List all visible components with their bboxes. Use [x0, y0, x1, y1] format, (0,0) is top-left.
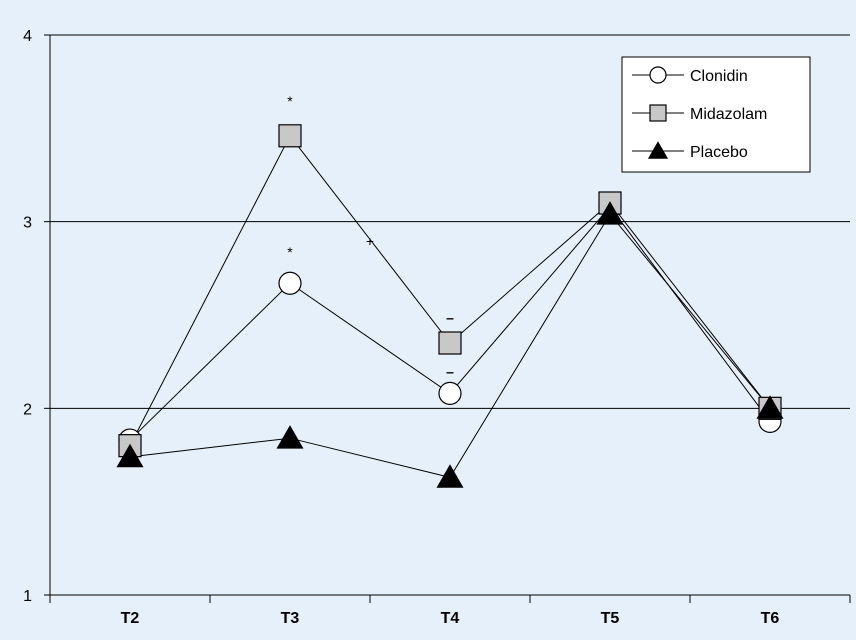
axes: 1 2 3 4 T2 T3 T4 T5 T6 [23, 28, 851, 627]
x-tick-label-t6: T6 [761, 610, 780, 627]
legend-marker-midazolam [649, 104, 667, 122]
y-tick-label: 4 [23, 28, 32, 45]
point-midazolam-t3 [278, 124, 302, 148]
annotation-mark: * [287, 244, 293, 260]
annotation-mark: – [446, 309, 454, 325]
point-placebo-t4 [436, 464, 464, 488]
legend-label-placebo: Placebo [690, 144, 748, 161]
legend-marker-placebo [647, 141, 669, 159]
x-tick-label-t2: T2 [121, 610, 140, 627]
legend-label-clonidin: Clonidin [690, 68, 748, 85]
annotation-mark: – [446, 364, 454, 380]
annotations: * * + – – [287, 93, 454, 380]
point-placebo-t2 [116, 443, 144, 468]
annotation-mark: * [287, 93, 293, 109]
series-layer [116, 124, 784, 488]
legend: Clonidin Midazolam Placebo [621, 56, 811, 173]
legend-label-midazolam: Midazolam [690, 106, 767, 123]
point-clonidin-t4 [438, 381, 462, 405]
y-tick-label: 1 [23, 588, 32, 605]
legend-marker-clonidin [649, 66, 667, 84]
point-placebo-t6 [756, 395, 784, 419]
x-tick-label-t5: T5 [601, 610, 620, 627]
y-tick-label: 2 [23, 401, 32, 418]
point-placebo-t5 [596, 201, 624, 225]
x-tick-label-t4: T4 [441, 610, 460, 627]
point-midazolam-t4 [438, 331, 462, 355]
point-placebo-t3 [276, 425, 304, 449]
point-clonidin-t3 [278, 271, 302, 295]
y-tick-label: 3 [23, 215, 32, 232]
annotation-mark: + [366, 233, 374, 249]
gridlines [50, 34, 850, 409]
x-tick-label-t3: T3 [281, 610, 300, 627]
